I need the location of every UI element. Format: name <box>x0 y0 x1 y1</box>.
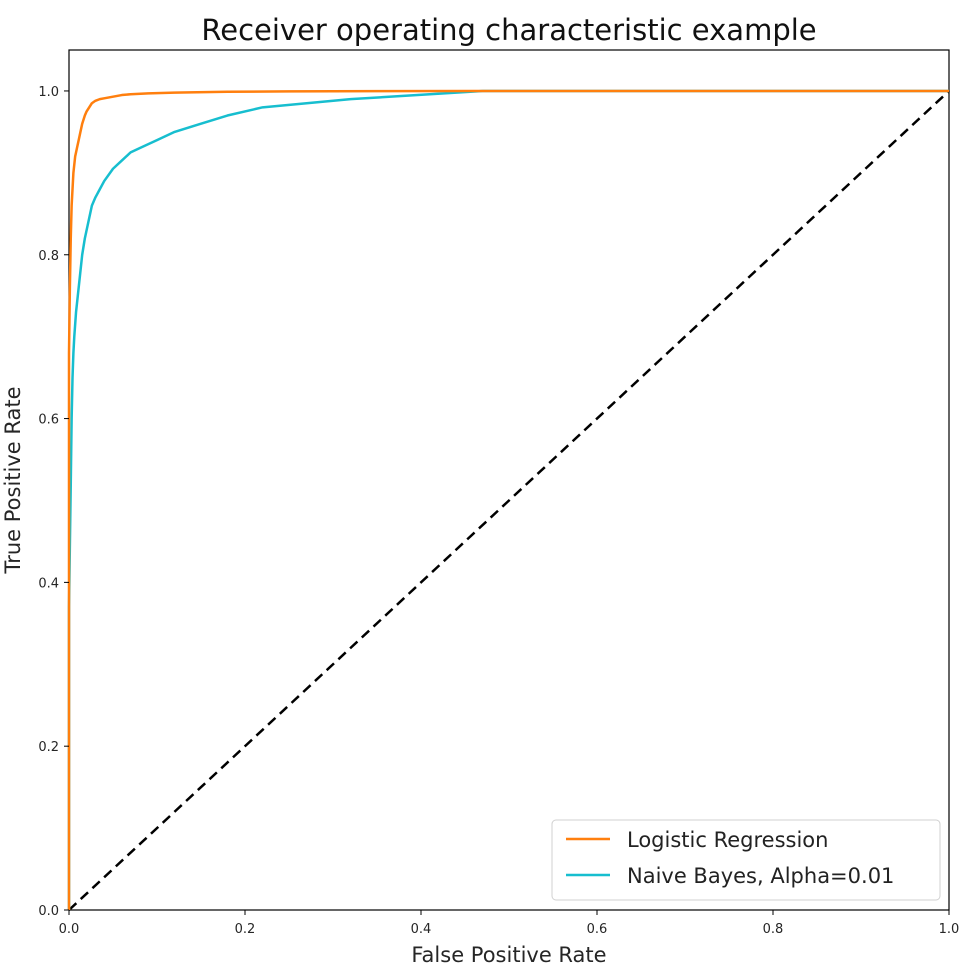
plot-frame <box>68 49 950 911</box>
x-tick-label: 0.2 <box>235 922 256 937</box>
x-tick-label: 0.8 <box>763 922 784 937</box>
y-tick-label: 0.8 <box>38 249 59 264</box>
y-tick-label: 0.0 <box>38 904 59 919</box>
series-line-naive-bayes-alpha-0-01 <box>67 89 949 910</box>
y-tick-label: 1.0 <box>38 85 59 100</box>
legend-box <box>551 819 941 901</box>
y-tick-label: 0.4 <box>38 576 59 591</box>
y-tick-label: 0.2 <box>38 740 59 755</box>
x-tick-label: 0.6 <box>587 922 608 937</box>
x-tick-label: 1.0 <box>939 922 960 937</box>
x-tick-label: 0.0 <box>59 922 80 937</box>
data-layer <box>67 89 950 911</box>
chart-title: Receiver operating characteristic exampl… <box>201 13 816 47</box>
x-axis-title: False Positive Rate <box>411 943 606 967</box>
legend-label-logistic-regression: Logistic Regression <box>627 828 828 852</box>
tick-layer: 0.0 0.2 0.4 0.6 0.8 1.0 0.0 0.2 0.4 0.6 0.8 1.0 <box>38 85 959 937</box>
y-tick-label: 0.6 <box>38 413 59 428</box>
legend-label-naive-bayes: Naive Bayes, Alpha=0.01 <box>627 864 894 888</box>
series-line-logistic-regression <box>67 89 949 910</box>
series-line-diagonal <box>68 90 950 911</box>
legend: Logistic Regression Naive Bayes, Alpha=0… <box>551 819 941 901</box>
x-tick-label: 0.4 <box>411 922 432 937</box>
y-axis-title: True Positive Rate <box>1 386 25 574</box>
